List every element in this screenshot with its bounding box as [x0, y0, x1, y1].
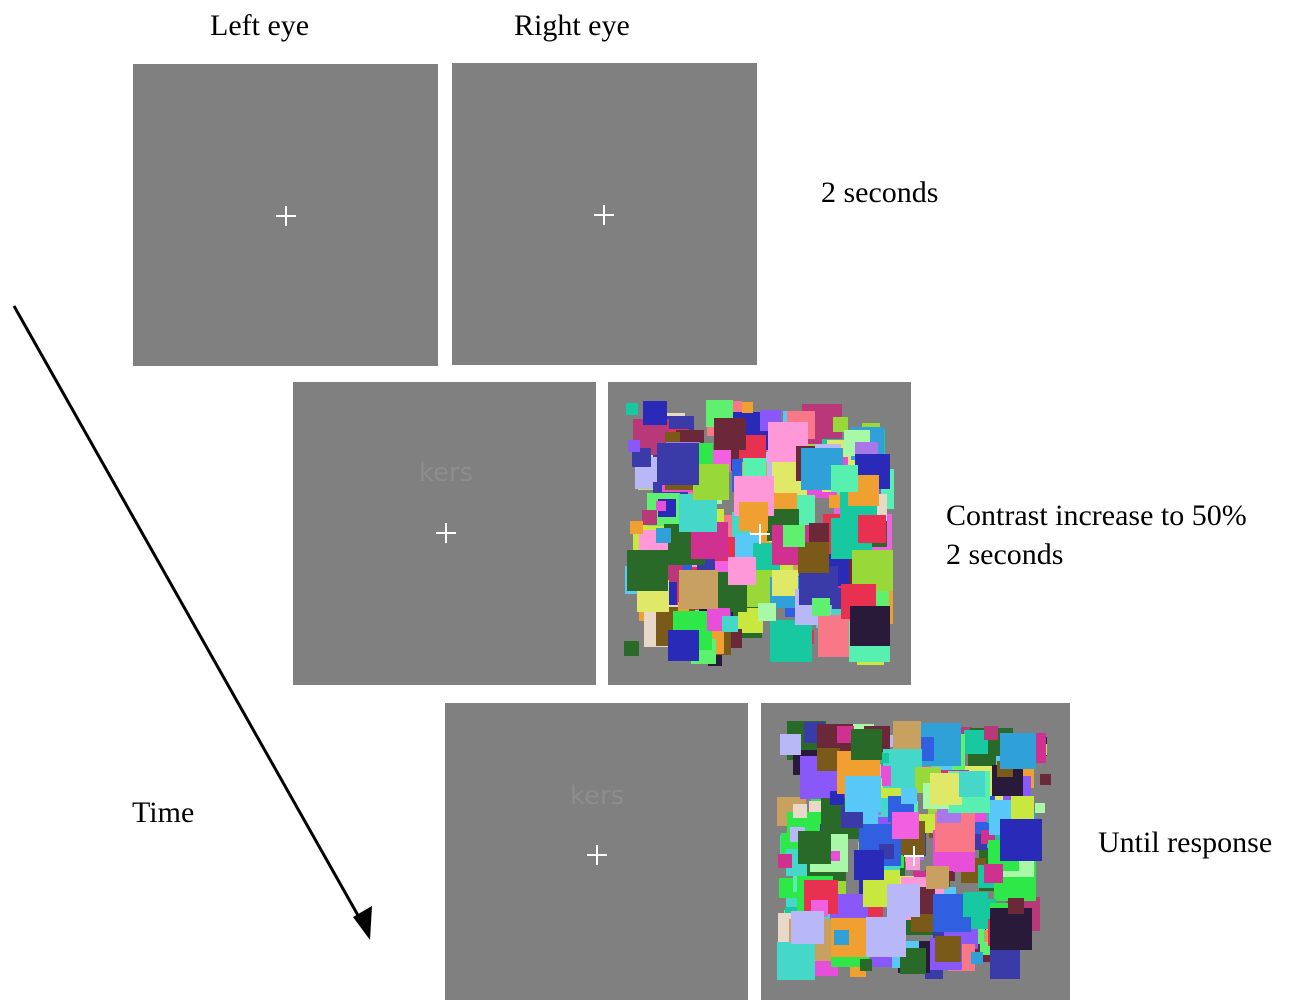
mask-square: [657, 443, 699, 485]
time-arrow-icon: [12, 305, 372, 940]
frame-2-timing-line-1: Contrast increase to 50%: [946, 499, 1247, 532]
mask-square: [624, 641, 639, 656]
mask-square: [714, 418, 746, 450]
mask-square: [817, 748, 840, 771]
frame-1-left-panel: [133, 64, 438, 366]
mask-square: [642, 510, 657, 525]
mask-square: [778, 854, 792, 868]
mask-square: [783, 525, 805, 547]
mask-square: [893, 721, 921, 749]
mask-square: [971, 952, 983, 964]
mask-square: [630, 521, 643, 534]
mask-square: [812, 598, 830, 616]
frame-1-right-panel: [452, 63, 757, 365]
mask-square: [935, 936, 961, 962]
frame-3-timing: Until response: [1098, 823, 1272, 862]
time-label: Time: [132, 796, 195, 829]
mask-square: [656, 501, 666, 511]
mask-square: [772, 570, 798, 596]
mask-square: [743, 458, 766, 481]
mask-square: [984, 864, 1003, 883]
mask-square: [959, 771, 985, 797]
mask-square: [837, 726, 854, 743]
mask-square: [626, 403, 638, 415]
mask-square: [930, 773, 962, 805]
mask-square: [829, 495, 842, 508]
mask-square: [656, 528, 671, 543]
mask-square: [1035, 803, 1045, 813]
right-eye-header: Right eye: [514, 9, 630, 42]
mask-square: [1008, 898, 1024, 914]
mask-square: [834, 930, 849, 945]
mask-square: [926, 866, 949, 889]
fixation-cross-icon: [902, 844, 926, 868]
mask-square: [758, 603, 776, 621]
target-word: kers: [569, 781, 625, 811]
mask-square: [668, 630, 699, 661]
mask-square: [770, 620, 812, 662]
mask-square: [879, 753, 889, 763]
mask-square: [1040, 774, 1051, 785]
mask-square: [780, 734, 801, 755]
mask-square: [829, 622, 841, 634]
fixation-cross-icon: [585, 843, 609, 867]
mask-square: [1011, 796, 1034, 819]
frame-3-left-panel: kers: [445, 703, 748, 1000]
mask-square: [777, 942, 815, 980]
frame-2-timing-line-2: 2 seconds: [946, 538, 1064, 571]
mask-square: [679, 570, 718, 609]
mask-square: [632, 448, 651, 467]
mask-square: [742, 402, 753, 413]
mask-square: [850, 606, 890, 646]
mask-square: [830, 791, 844, 805]
mask-square: [963, 892, 988, 917]
fixation-cross-icon: [592, 203, 616, 227]
mask-square: [860, 959, 872, 971]
fixation-cross-icon: [748, 522, 772, 546]
fixation-cross-icon: [274, 204, 298, 228]
frame-2-left-panel: kers: [293, 382, 596, 685]
mask-square: [813, 582, 832, 601]
mask-square: [831, 465, 858, 492]
mask-square: [990, 908, 1032, 950]
mask-square: [798, 542, 829, 573]
mask-square: [628, 440, 640, 452]
mask-square: [739, 502, 768, 531]
mask-square: [990, 949, 1020, 979]
mask-square: [722, 616, 738, 632]
frame-2-timing: Contrast increase to 50% 2 seconds: [946, 496, 1247, 574]
mondrian-mask: [777, 721, 1051, 980]
mask-square: [833, 417, 848, 432]
mask-square: [791, 911, 824, 944]
mask-square: [1000, 819, 1042, 861]
frame-1-timing-line-1: 2 seconds: [821, 176, 939, 209]
target-word: kers: [418, 458, 474, 488]
mask-square: [854, 850, 884, 880]
mask-square: [851, 729, 882, 760]
mask-square: [798, 831, 831, 864]
mask-square: [627, 550, 668, 591]
frame-3-timing-line-1: Until response: [1098, 826, 1273, 859]
mask-square: [892, 812, 919, 839]
mask-square: [793, 804, 807, 818]
frame-2-right-panel: [608, 382, 911, 685]
mask-square: [1000, 733, 1036, 769]
mask-square: [679, 494, 717, 532]
mask-square: [984, 726, 998, 740]
mondrian-mask: [624, 400, 894, 666]
frame-1-timing: 2 seconds: [821, 173, 938, 212]
mask-square: [901, 788, 917, 804]
left-eye-header: Left eye: [210, 9, 310, 42]
mask-square: [809, 523, 829, 543]
fixation-cross-icon: [434, 521, 458, 545]
mask-square: [728, 557, 756, 585]
mask-square: [858, 515, 886, 543]
mask-square: [866, 917, 906, 957]
mask-square: [830, 851, 840, 861]
frame-3-right-panel: [761, 703, 1070, 1000]
mask-square: [643, 401, 667, 425]
mask-square: [845, 776, 881, 812]
mask-square: [887, 884, 920, 917]
